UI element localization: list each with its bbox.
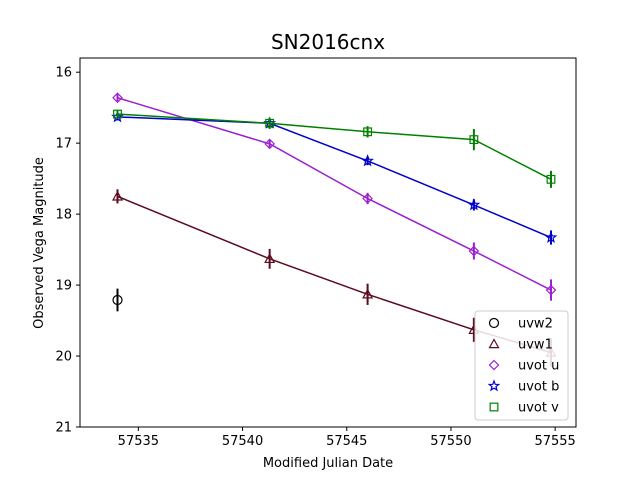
y-tick-label-0: 16 xyxy=(55,66,72,81)
legend-label-uvw2: uvw2 xyxy=(518,317,553,332)
data-point-uvot-u-0 xyxy=(112,92,123,104)
data-point-uvw1-2 xyxy=(362,288,374,299)
data-point-uvot-u-1 xyxy=(264,138,275,150)
series-line-uvot-u xyxy=(117,97,552,291)
legend-label-uvot-v: uvot v xyxy=(518,401,559,416)
data-point-uvw1-1 xyxy=(264,253,276,264)
data-point-uvw2-0 xyxy=(112,294,123,306)
data-point-uvot-v-0 xyxy=(113,109,122,119)
y-tick-label-2: 18 xyxy=(55,208,72,223)
plot-frame xyxy=(79,57,577,428)
series-line-uvot-b xyxy=(117,116,552,239)
data-point-uvot-v-1 xyxy=(265,118,275,128)
series-uvot-u xyxy=(112,92,557,301)
series-uvw2 xyxy=(112,288,123,312)
data-point-uvot-u-3 xyxy=(468,245,480,257)
x-axis-label: Modified Julian Date xyxy=(263,456,393,471)
y-axis-label: Observed Vega Magnitude xyxy=(32,157,47,329)
legend-marker-uvot-u xyxy=(488,359,500,371)
series-line-uvot-v xyxy=(117,113,552,181)
legend-marker-uvot-v xyxy=(489,402,499,412)
data-point-uvot-u-2 xyxy=(362,193,373,204)
x-tick-label-3: 57550 xyxy=(430,434,471,449)
legend: uvw2 uvw1 uvot u uvot b uvot v xyxy=(474,310,569,421)
axes: 57535 57540 57545 57550 57555 16 17 18 19 20 21 xyxy=(55,57,577,449)
legend-marker-uvw2 xyxy=(488,317,500,329)
data-point-uvot-u-4 xyxy=(545,284,557,296)
data-point-uvot-v-2 xyxy=(363,127,373,137)
data-point-uvot-b-2 xyxy=(361,154,374,167)
x-tick-label-4: 57555 xyxy=(534,434,575,449)
y-tick-label-3: 19 xyxy=(55,279,72,294)
legend-marker-uvw1 xyxy=(488,338,500,349)
data-point-uvot-b-3 xyxy=(467,198,481,211)
data-point-uvot-b-4 xyxy=(544,230,558,243)
data-point-uvw1-0 xyxy=(111,190,124,201)
x-tick-label-2: 57545 xyxy=(326,434,367,449)
series-uvot-b xyxy=(111,110,558,245)
legend-label-uvot-b: uvot b xyxy=(518,380,559,395)
x-tick-label-1: 57540 xyxy=(222,434,263,449)
x-tick-label-0: 57535 xyxy=(118,434,159,449)
y-tick-label-4: 20 xyxy=(55,350,72,365)
legend-marker-uvot-b xyxy=(487,379,501,392)
legend-label-uvw1: uvw1 xyxy=(518,338,553,353)
data-point-uvot-v-3 xyxy=(469,135,479,145)
y-tick-label-5: 21 xyxy=(55,421,72,436)
legend-box xyxy=(474,310,569,421)
data-point-uvot-v-4 xyxy=(546,174,556,184)
y-tick-label-1: 17 xyxy=(55,137,72,152)
series-uvot-v xyxy=(113,109,556,188)
chart-title: SN2016cnx xyxy=(271,30,385,54)
legend-label-uvot-u: uvot u xyxy=(518,359,559,374)
